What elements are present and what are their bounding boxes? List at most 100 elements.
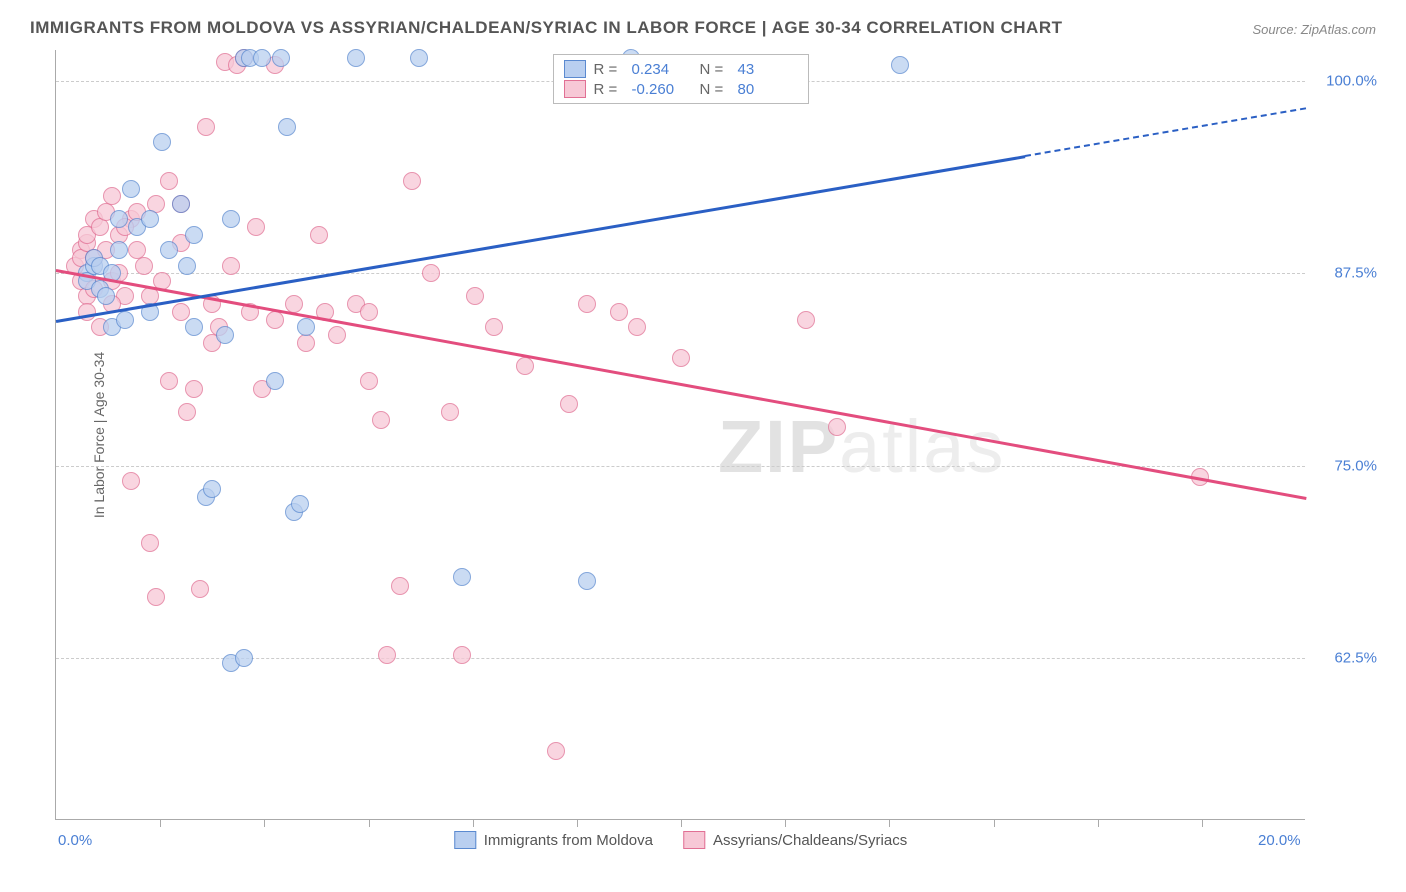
scatter-point	[547, 742, 565, 760]
correlation-legend: R = 0.234 N = 43 R = -0.260 N = 80	[553, 54, 809, 104]
scatter-point	[153, 133, 171, 151]
scatter-point	[797, 311, 815, 329]
r-value-pink: -0.260	[632, 81, 692, 98]
y-tick-label: 62.5%	[1334, 650, 1377, 667]
x-tick-label: 0.0%	[58, 832, 92, 849]
scatter-point	[172, 303, 190, 321]
scatter-point	[628, 318, 646, 336]
x-tick	[1098, 819, 1099, 827]
n-value-pink: 80	[738, 81, 798, 98]
x-tick	[577, 819, 578, 827]
scatter-point	[122, 180, 140, 198]
scatter-point	[122, 472, 140, 490]
x-tick	[473, 819, 474, 827]
scatter-point	[578, 572, 596, 590]
scatter-point	[360, 372, 378, 390]
r-label: R =	[594, 61, 624, 78]
scatter-point	[328, 326, 346, 344]
scatter-point	[372, 411, 390, 429]
scatter-point	[403, 172, 421, 190]
scatter-point	[560, 395, 578, 413]
scatter-point	[103, 187, 121, 205]
n-label: N =	[700, 81, 730, 98]
y-tick-label: 100.0%	[1326, 72, 1377, 89]
x-tick-label: 20.0%	[1258, 832, 1301, 849]
x-tick	[369, 819, 370, 827]
scatter-point	[828, 418, 846, 436]
scatter-point	[160, 241, 178, 259]
scatter-point	[516, 357, 534, 375]
scatter-point	[578, 295, 596, 313]
scatter-point	[185, 380, 203, 398]
scatter-point	[297, 318, 315, 336]
scatter-point	[378, 646, 396, 664]
scatter-point	[610, 303, 628, 321]
scatter-point	[222, 257, 240, 275]
gridline	[56, 466, 1305, 467]
chart-source: Source: ZipAtlas.com	[1252, 22, 1376, 37]
scatter-point	[172, 195, 190, 213]
y-tick-label: 87.5%	[1334, 265, 1377, 282]
scatter-point	[441, 403, 459, 421]
scatter-point	[391, 577, 409, 595]
scatter-point	[141, 534, 159, 552]
scatter-point	[110, 241, 128, 259]
scatter-point	[178, 403, 196, 421]
legend-swatch-blue	[564, 60, 586, 78]
legend-swatch-pink	[564, 80, 586, 98]
x-tick	[160, 819, 161, 827]
scatter-point	[185, 318, 203, 336]
scatter-point	[422, 264, 440, 282]
y-tick-label: 75.0%	[1334, 457, 1377, 474]
scatter-point	[278, 118, 296, 136]
r-label: R =	[594, 81, 624, 98]
trend-line-pink	[56, 269, 1306, 499]
gridline	[56, 273, 1305, 274]
scatter-point	[266, 372, 284, 390]
n-label: N =	[700, 61, 730, 78]
legend-label-blue: Immigrants from Moldova	[484, 832, 653, 849]
scatter-point	[235, 649, 253, 667]
scatter-point	[185, 226, 203, 244]
chart-title: IMMIGRANTS FROM MOLDOVA VS ASSYRIAN/CHAL…	[30, 18, 1063, 38]
legend-swatch-pink	[683, 831, 705, 849]
scatter-point	[453, 646, 471, 664]
scatter-point	[135, 257, 153, 275]
scatter-point	[310, 226, 328, 244]
y-axis-title: In Labor Force | Age 30-34	[91, 351, 107, 517]
scatter-point	[110, 210, 128, 228]
scatter-point	[141, 210, 159, 228]
legend-item-blue: Immigrants from Moldova	[454, 831, 653, 849]
x-tick	[1202, 819, 1203, 827]
scatter-point	[197, 118, 215, 136]
x-tick	[889, 819, 890, 827]
plot-area: ZIPatlas In Labor Force | Age 30-34 100.…	[55, 50, 1305, 820]
scatter-point	[410, 49, 428, 67]
scatter-point	[247, 218, 265, 236]
scatter-point	[672, 349, 690, 367]
scatter-point	[178, 257, 196, 275]
scatter-point	[266, 311, 284, 329]
legend-row-pink: R = -0.260 N = 80	[564, 79, 798, 99]
legend-item-pink: Assyrians/Chaldeans/Syriacs	[683, 831, 907, 849]
x-tick	[785, 819, 786, 827]
scatter-point	[147, 588, 165, 606]
scatter-point	[91, 218, 109, 236]
n-value-blue: 43	[738, 61, 798, 78]
scatter-point	[203, 480, 221, 498]
scatter-point	[160, 172, 178, 190]
scatter-point	[272, 49, 290, 67]
scatter-point	[291, 495, 309, 513]
scatter-point	[128, 241, 146, 259]
scatter-point	[891, 56, 909, 74]
scatter-point	[191, 580, 209, 598]
scatter-point	[297, 334, 315, 352]
scatter-point	[453, 568, 471, 586]
scatter-point	[222, 210, 240, 228]
series-legend: Immigrants from Moldova Assyrians/Chalde…	[454, 831, 907, 849]
r-value-blue: 0.234	[632, 61, 692, 78]
scatter-point	[347, 49, 365, 67]
legend-row-blue: R = 0.234 N = 43	[564, 59, 798, 79]
scatter-point	[216, 326, 234, 344]
scatter-point	[360, 303, 378, 321]
